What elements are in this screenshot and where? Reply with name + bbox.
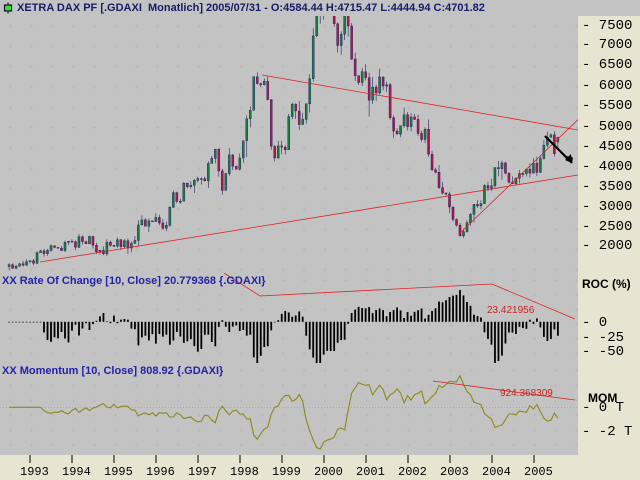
svg-text:924.368309: 924.368309 [500,388,553,399]
svg-text:23.421956: 23.421956 [487,305,535,316]
